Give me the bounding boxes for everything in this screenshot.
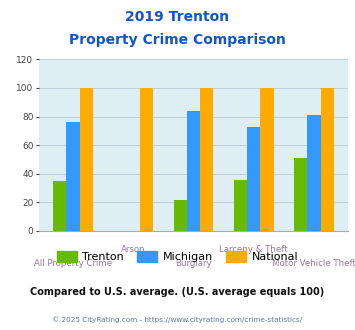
Bar [53,181,66,231]
Bar [66,122,80,231]
Text: Compared to U.S. average. (U.S. average equals 100): Compared to U.S. average. (U.S. average … [31,287,324,297]
Bar [187,111,200,231]
Text: Larceny & Theft: Larceny & Theft [219,245,288,254]
Legend: Trenton, Michigan, National: Trenton, Michigan, National [52,247,303,266]
Text: Arson: Arson [121,245,146,254]
Text: Property Crime Comparison: Property Crime Comparison [69,33,286,47]
Text: Burglary: Burglary [175,259,212,268]
Bar [294,158,307,231]
Text: All Property Crime: All Property Crime [34,259,112,268]
Bar [80,88,93,231]
Bar [140,88,153,231]
Bar [247,127,260,231]
Bar [307,115,321,231]
Bar [321,88,334,231]
Text: 2019 Trenton: 2019 Trenton [125,10,230,24]
Text: © 2025 CityRating.com - https://www.cityrating.com/crime-statistics/: © 2025 CityRating.com - https://www.city… [53,317,302,323]
Bar [200,88,213,231]
Text: Motor Vehicle Theft: Motor Vehicle Theft [272,259,355,268]
Bar [260,88,274,231]
Bar [174,200,187,231]
Bar [234,180,247,231]
